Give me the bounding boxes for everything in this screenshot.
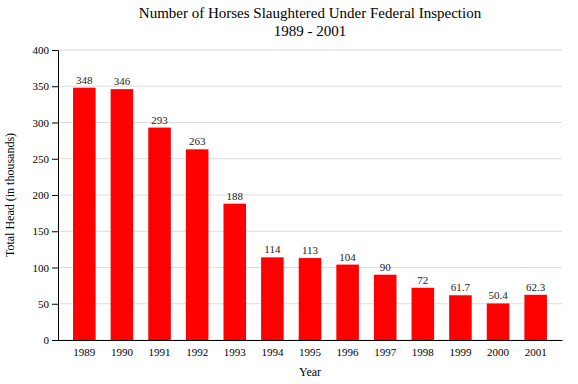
tick-label: 1996: [337, 346, 360, 358]
tick: 1994: [261, 346, 284, 358]
tick-label: 1994: [261, 346, 284, 358]
bars: [73, 88, 547, 340]
tick: 2001: [525, 346, 547, 358]
tick: 1989: [73, 346, 96, 358]
tick-label: 1993: [224, 346, 247, 358]
tick-label: 1989: [73, 346, 96, 358]
tick-label: 1990: [111, 346, 134, 358]
subtitle: 1989 - 2001: [274, 23, 347, 39]
data-label: 188: [227, 190, 244, 202]
tick: 50: [38, 298, 58, 310]
tick: 250: [33, 153, 59, 165]
tick: 1996: [337, 346, 360, 358]
tick-mark: [52, 268, 58, 269]
tick: 1998: [412, 346, 435, 358]
bar: [374, 275, 397, 340]
tick: 0: [44, 334, 59, 346]
bar: [524, 295, 547, 340]
tick-label: 2001: [525, 346, 547, 358]
bar: [223, 204, 246, 340]
tick: 1990: [111, 346, 134, 358]
data-label: 72: [417, 274, 428, 286]
tick: 2000: [487, 346, 510, 358]
data-label: 293: [151, 114, 168, 126]
grid-line: [58, 195, 562, 196]
bar: [261, 257, 284, 340]
grid: [58, 50, 562, 340]
tick-label: 1992: [186, 346, 208, 358]
chart: 348 346 293 263 188 114 113 104 90 72 61.7 50.4 62.3…: [0, 0, 578, 384]
bar: [412, 288, 435, 340]
tick-mark: [52, 86, 58, 87]
data-label: 114: [264, 243, 281, 255]
tick-label: 150: [33, 225, 50, 237]
tick-mark: [52, 340, 58, 341]
y-axis-label: Total Head (in thousands): [3, 133, 17, 257]
data-label: 113: [302, 244, 319, 256]
y-axis: 0 50 100 150 200 250 300 350 400: [33, 44, 59, 346]
tick: 200: [33, 189, 59, 201]
tick: 400: [33, 44, 59, 56]
tick: 350: [33, 80, 59, 92]
tick-mark: [52, 50, 58, 51]
tick-label: 200: [33, 189, 50, 201]
data-label: 62.3: [526, 281, 546, 293]
axis-line: [59, 340, 563, 341]
title: Number of Horses Slaughtered Under Feder…: [139, 5, 482, 21]
bar: [148, 128, 171, 340]
tick: 100: [33, 262, 59, 274]
bar: [299, 258, 322, 340]
tick-label: 2000: [487, 346, 510, 358]
bar: [336, 265, 359, 340]
tick-label: 0: [44, 334, 50, 346]
tick-label: 300: [33, 117, 50, 129]
tick-label: 1999: [449, 346, 472, 358]
bar: [186, 149, 209, 340]
grid-line: [58, 158, 562, 159]
tick-mark: [52, 304, 58, 305]
tick: 150: [33, 225, 59, 237]
data-label: 104: [339, 251, 356, 263]
data-label: 50.4: [488, 289, 508, 301]
tick: 1993: [224, 346, 247, 358]
tick: 1997: [374, 346, 397, 358]
tick-label: 400: [33, 44, 50, 56]
tick-label: 100: [33, 262, 50, 274]
tick-label: 1998: [412, 346, 435, 358]
data-label: 263: [189, 135, 206, 147]
grid-line: [58, 50, 562, 51]
tick: 1991: [149, 346, 171, 358]
tick-mark: [52, 159, 58, 160]
grid-line: [58, 122, 562, 123]
tick-mark: [52, 231, 58, 232]
plot: 348 346 293 263 188 114 113 104 90 72 61.7 50.4 62.3…: [33, 44, 563, 358]
tick-label: 1997: [374, 346, 397, 358]
data-label: 90: [380, 261, 392, 273]
grid-line: [58, 231, 562, 232]
data-labels: 348 346 293 263 188 114 113 104 90 72 61.7 50.4 62.3: [76, 74, 546, 302]
grid-line: [58, 86, 562, 87]
tick-mark: [52, 195, 58, 196]
tick-label: 1991: [149, 346, 171, 358]
tick: 300: [33, 117, 59, 129]
tick-label: 50: [38, 298, 50, 310]
data-label: 348: [76, 74, 93, 86]
tick: 1995: [299, 346, 322, 358]
bar: [73, 88, 96, 340]
x-axis: 1989 1990 1991 1992 1993 1994 1995 1996 1997 1998…: [59, 341, 563, 358]
tick-mark: [52, 123, 58, 124]
data-label: 61.7: [451, 281, 471, 293]
axis-line: [52, 51, 59, 341]
tick-label: 350: [33, 80, 50, 92]
x-axis-label: Year: [299, 365, 321, 379]
bar: [111, 89, 134, 340]
data-label: 346: [114, 75, 131, 87]
bar: [449, 295, 472, 340]
tick: 1999: [449, 346, 472, 358]
tick: 1992: [186, 346, 208, 358]
tick-label: 250: [33, 153, 50, 165]
bar: [487, 303, 510, 340]
tick-label: 1995: [299, 346, 322, 358]
